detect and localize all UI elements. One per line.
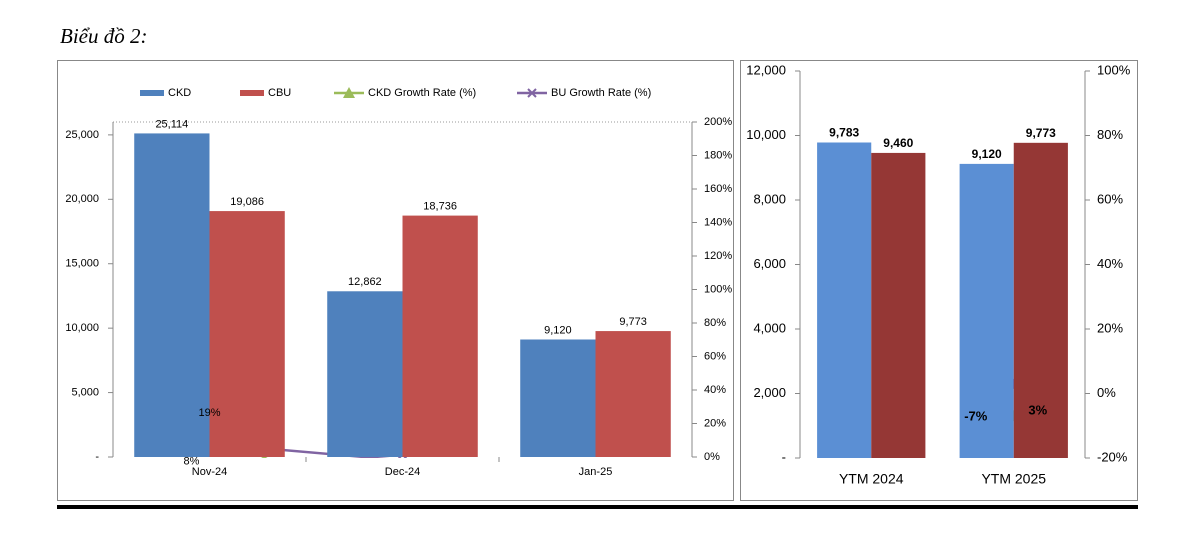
value-label: 9,120 [544,324,572,336]
bar [402,215,478,457]
y-tick-label: 20,000 [65,193,99,205]
legend-swatch [140,90,164,96]
value-label: 18,736 [423,201,457,213]
rule [57,505,1138,509]
marker [343,87,355,98]
y-tick-label: 12,000 [746,62,786,77]
marker [397,455,408,458]
value-label: 9,783 [829,126,859,140]
value-label: 9,773 [1026,126,1056,140]
x-tick-label: Nov-24 [192,466,227,478]
value-label: 25,114 [155,118,188,130]
y2-tick-label: 80% [1097,127,1123,142]
bar [327,291,403,457]
y2-tick-label: 180% [704,149,732,161]
x-tick-label: YTM 2024 [839,471,904,487]
marker [527,88,537,98]
value-label: 9,460 [883,136,913,150]
bar [595,331,671,457]
y2-tick-label: 0% [704,451,720,463]
bar [209,211,285,457]
y2-tick-label: 160% [704,183,732,195]
y-tick-label: 8,000 [753,191,786,206]
y2-tick-label: 120% [704,250,732,262]
bar [959,163,1014,458]
y2-tick-label: 100% [1097,62,1131,77]
legend-label: BU Growth Rate (%) [551,87,651,99]
value-label: 9,120 [972,147,1002,161]
y2-tick-label: -20% [1097,449,1128,464]
y2-tick-label: 40% [704,384,726,396]
y-tick-label: - [782,449,786,464]
value-label: 8% [184,456,200,468]
value-label: -7% [964,409,988,424]
legend-swatch [240,90,264,96]
y-tick-label: 4,000 [753,320,786,335]
x-tick-label: Dec-24 [385,466,420,478]
chart-frame [57,60,734,501]
y-tick-label: 6,000 [753,256,786,271]
chart-frame [740,60,1138,501]
value-label: 3% [1028,402,1047,417]
y2-tick-label: 140% [704,216,732,228]
y2-tick-label: 60% [704,350,726,362]
y-tick-label: 2,000 [753,385,786,400]
y-tick-label: - [95,451,99,463]
legend-label: CBU [268,87,291,99]
bar [134,133,210,457]
y2-tick-label: 20% [1097,320,1123,335]
bar [520,339,596,457]
y2-tick-label: 40% [1097,256,1123,271]
y2-tick-label: 200% [704,116,732,128]
value-label: 19% [198,407,220,419]
value-label: 9,773 [619,316,647,328]
legend-label: CKD [168,87,191,99]
y-tick-label: 15,000 [65,258,99,270]
y-tick-label: 25,000 [65,129,99,141]
y2-tick-label: 0% [1097,385,1116,400]
x-tick-label: YTM 2025 [981,471,1046,487]
y-tick-label: 10,000 [746,127,786,142]
bar [871,152,926,459]
value-label: 12,862 [348,276,382,288]
legend-label: CKD Growth Rate (%) [368,87,476,99]
y2-tick-label: 60% [1097,191,1123,206]
x-tick-label: Jan-25 [579,466,613,478]
bar [1013,142,1068,459]
y2-tick-label: 20% [704,417,726,429]
bar [817,142,872,459]
heading: Biểu đồ 2: [60,24,147,48]
y2-tick-label: 100% [704,283,732,295]
value-label: 19,086 [230,196,264,208]
y-tick-label: 5,000 [71,386,99,398]
y2-tick-label: 80% [704,317,726,329]
y-tick-label: 10,000 [65,322,99,334]
